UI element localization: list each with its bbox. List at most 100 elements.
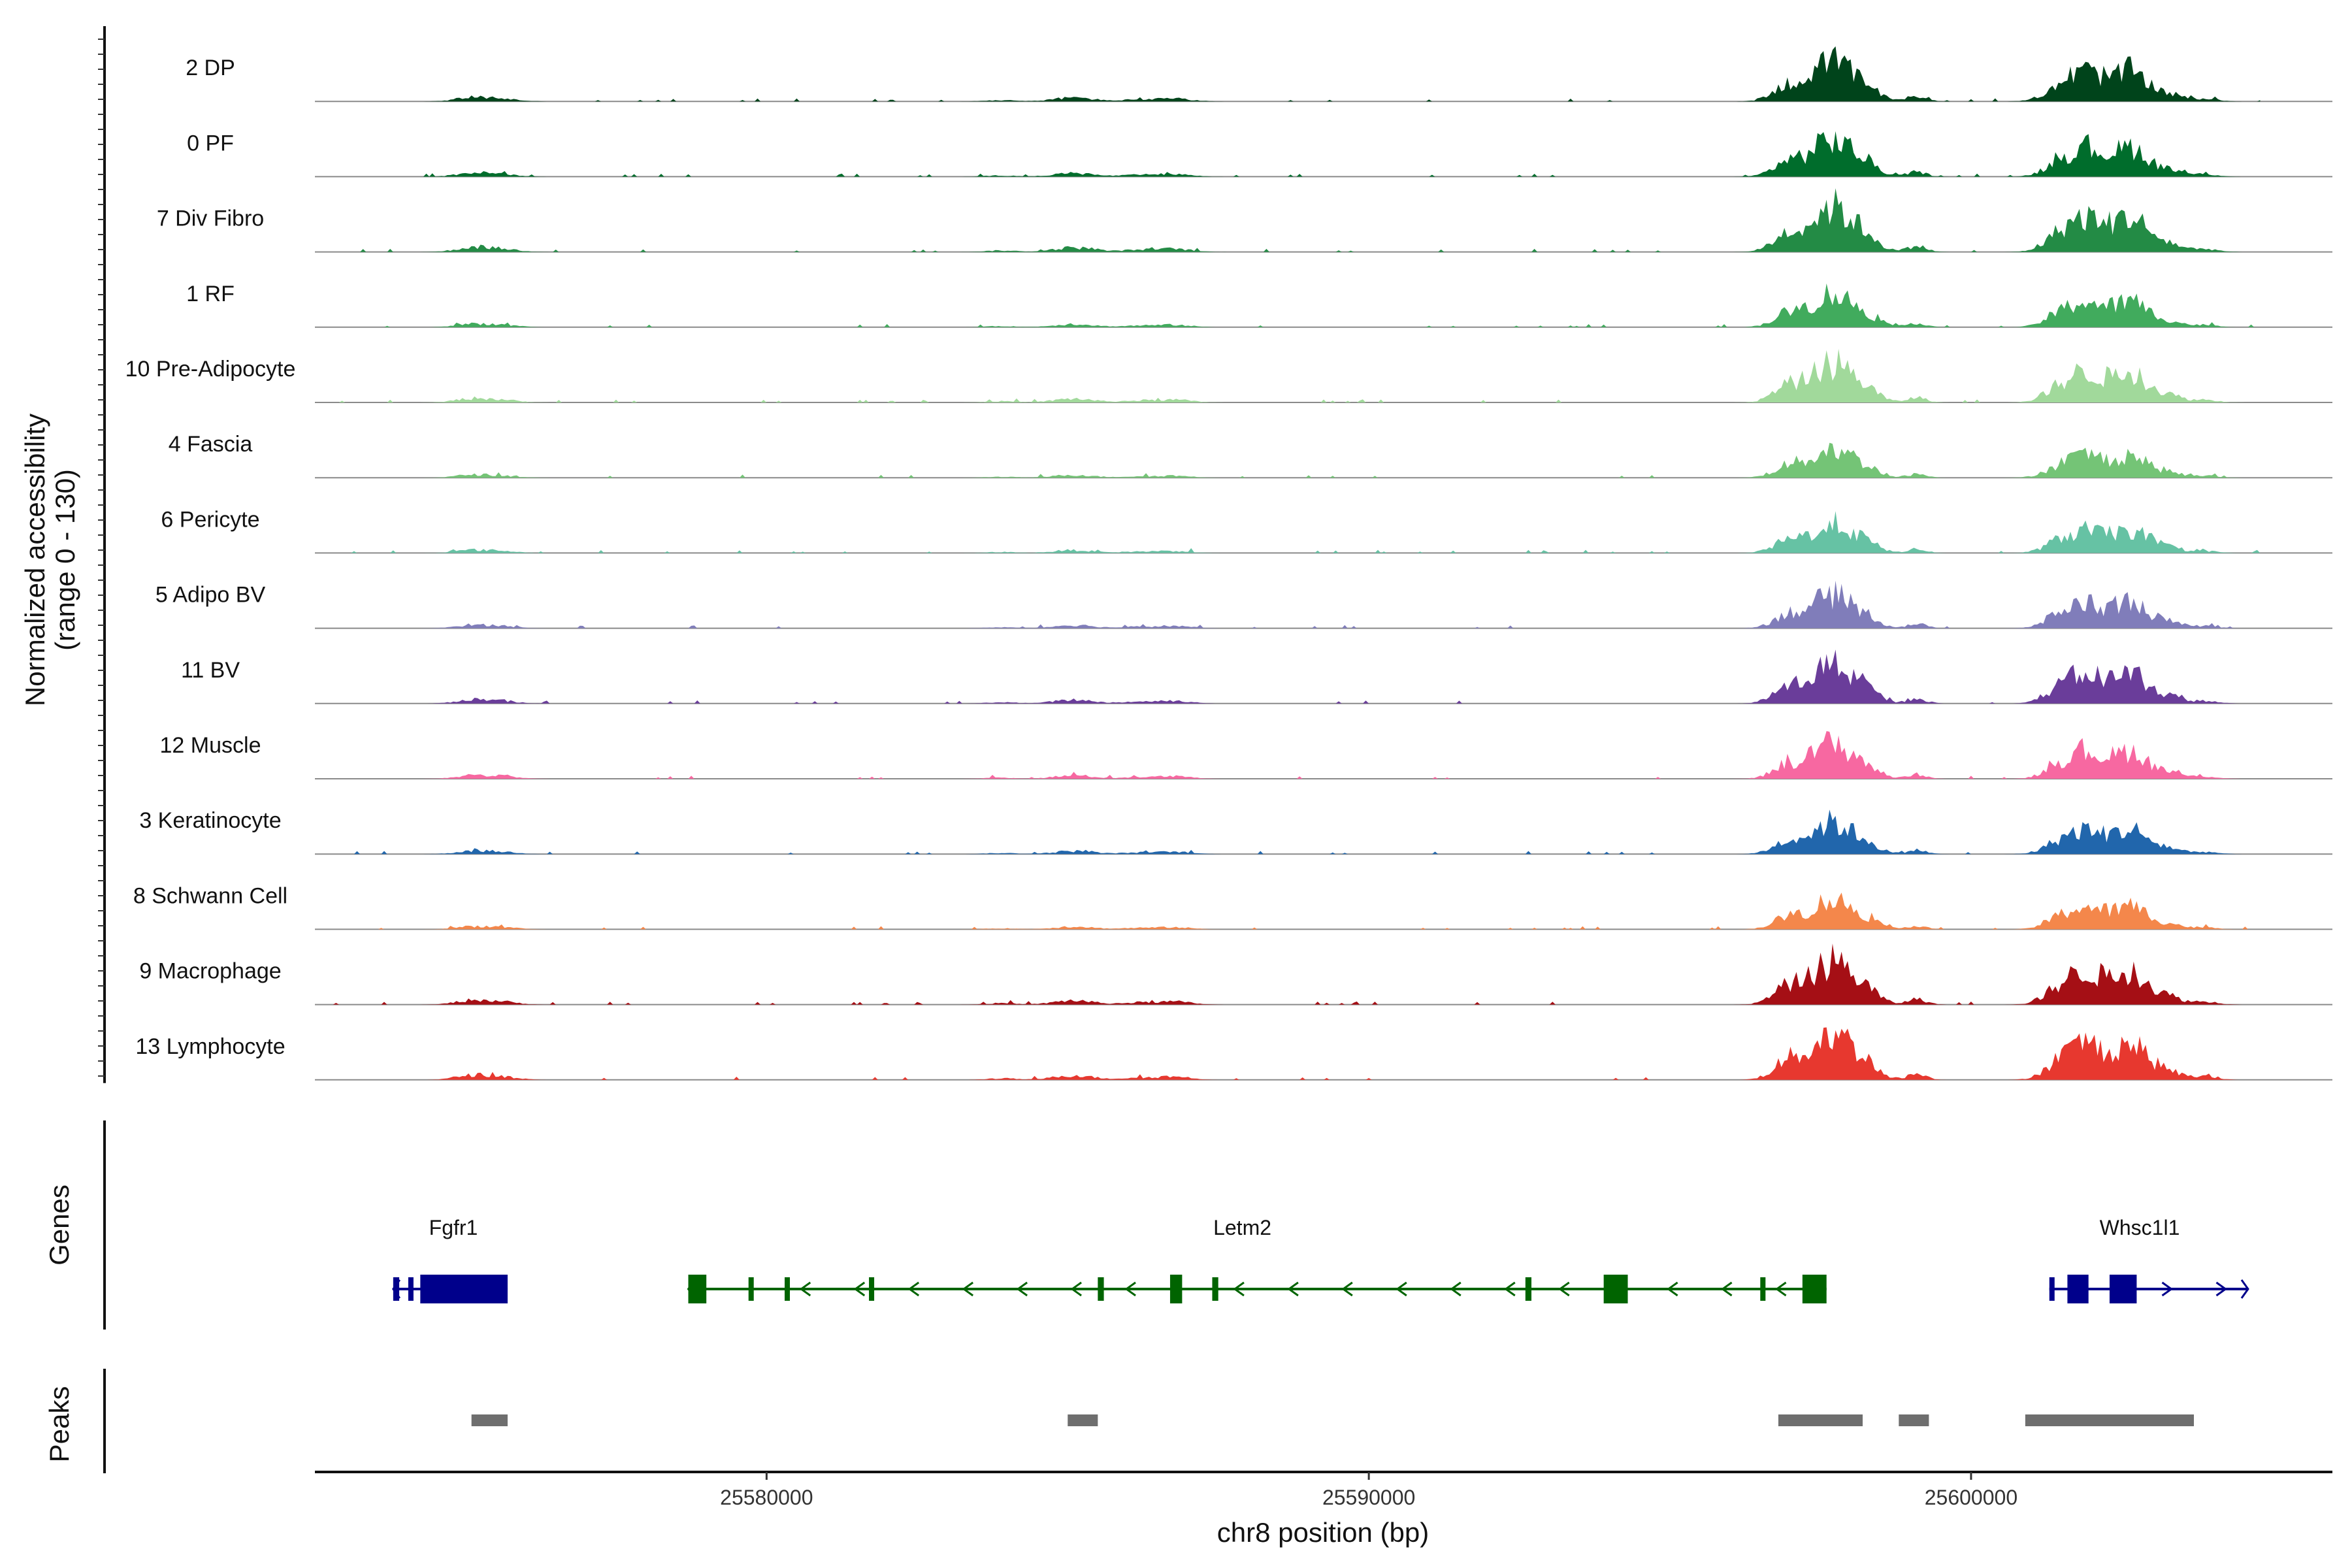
strand-arrow-icon xyxy=(1341,1281,1353,1297)
track-label: 12 Muscle xyxy=(160,733,261,758)
strand-arrow-icon xyxy=(853,1281,866,1297)
gene-exon xyxy=(1802,1275,1827,1303)
gene-exon xyxy=(1760,1277,1766,1301)
coverage-track: 11 BV xyxy=(181,649,2332,704)
gene-model: Fgfr1 xyxy=(391,1216,508,1303)
x-tick-label: 25600000 xyxy=(1925,1486,2017,1509)
peaks-panel-title: Peaks xyxy=(44,1386,74,1463)
gene-model: Whsc1l1 xyxy=(2049,1216,2249,1303)
coverage-track: 12 Muscle xyxy=(160,731,2332,779)
gene-exon xyxy=(869,1277,875,1301)
gene-exon xyxy=(2049,1277,2055,1301)
track-label: 5 Adipo BV xyxy=(155,583,266,608)
y-axis-title-line2: (range 0 - 130) xyxy=(50,469,80,651)
coverage-area xyxy=(333,442,2261,478)
peak-region xyxy=(1068,1414,1098,1426)
track-label: 8 Schwann Cell xyxy=(133,883,287,908)
strand-arrow-icon xyxy=(1124,1281,1136,1297)
strand-arrow-icon xyxy=(1558,1281,1570,1297)
peak-region xyxy=(1778,1414,1863,1426)
gene-exon xyxy=(688,1275,707,1303)
track-label: 4 Fascia xyxy=(169,432,253,457)
coverage-area xyxy=(333,809,2261,855)
track-label: 2 DP xyxy=(186,56,235,80)
coverage-area xyxy=(333,1027,2261,1080)
track-label: 11 BV xyxy=(181,658,240,683)
gene-exon xyxy=(1525,1277,1532,1301)
track-label: 1 RF xyxy=(186,282,235,306)
x-axis-title: chr8 position (bp) xyxy=(1217,1517,1429,1548)
track-label: 0 PF xyxy=(187,131,234,155)
coverage-y-axis xyxy=(98,26,106,1083)
coverage-track: 0 PF xyxy=(187,131,2332,178)
strand-arrow-icon xyxy=(2161,1281,2174,1297)
track-label: 13 Lymphocyte xyxy=(135,1034,285,1059)
strand-arrow-icon xyxy=(1667,1281,1678,1297)
gene-exon xyxy=(784,1277,790,1301)
coverage-track: 7 Div Fibro xyxy=(157,188,2332,253)
gene-exon xyxy=(2109,1275,2137,1303)
y-axis-title-line1: Normalized accessibility xyxy=(20,414,50,706)
coverage-track: 4 Fascia xyxy=(169,432,2332,479)
strand-arrow-icon xyxy=(799,1281,811,1297)
track-label: 10 Pre-Adipocyte xyxy=(125,357,296,382)
strand-arrow-icon xyxy=(1721,1281,1733,1297)
peak-region xyxy=(1899,1414,1929,1426)
peaks-panel xyxy=(103,1369,2194,1473)
gene-label: Letm2 xyxy=(1213,1216,1271,1239)
gene-exon xyxy=(1212,1277,1218,1301)
coverage-tracks: 2 DP 0 PF 7 Div Fibro 1 RF 10 Pre-Adipocyte 4… xyxy=(125,46,2332,1081)
gene-exon xyxy=(420,1275,508,1303)
peak-region xyxy=(2025,1414,2194,1426)
gene-exon xyxy=(1603,1275,1628,1303)
coverage-track: 9 Macrophage xyxy=(139,943,2332,1005)
gene-exon xyxy=(393,1277,400,1301)
coverage-area xyxy=(333,283,2261,327)
coverage-area xyxy=(333,649,2261,704)
track-label: 9 Macrophage xyxy=(139,959,281,984)
gene-exon xyxy=(408,1277,414,1301)
strand-arrow-icon xyxy=(2215,1281,2228,1297)
coverage-track: 2 DP xyxy=(186,46,2332,103)
coverage-area xyxy=(333,943,2261,1005)
gene-exon xyxy=(1169,1275,1183,1303)
coverage-track: 8 Schwann Cell xyxy=(133,883,2332,930)
gene-model: Letm2 xyxy=(687,1216,1827,1303)
coverage-area xyxy=(333,188,2261,252)
coverage-area xyxy=(333,349,2261,402)
strand-arrow-icon xyxy=(1287,1281,1299,1297)
genes-panel-title: Genes xyxy=(44,1184,74,1266)
gene-label: Fgfr1 xyxy=(429,1216,478,1239)
strand-end-arrow-icon xyxy=(2240,1279,2249,1299)
strand-arrow-icon xyxy=(1233,1281,1245,1297)
track-label: 3 Keratinocyte xyxy=(139,808,281,833)
coverage-track: 1 RF xyxy=(186,282,2332,328)
coverage-track: 6 Pericyte xyxy=(161,507,2332,554)
x-axis: 25580000 25590000 25600000 xyxy=(315,1471,2332,1509)
x-tick-label: 25590000 xyxy=(1322,1486,1415,1509)
gene-label: Whsc1l1 xyxy=(2100,1216,2180,1239)
track-label: 7 Div Fibro xyxy=(157,206,264,231)
coverage-track: 10 Pre-Adipocyte xyxy=(125,349,2332,403)
coverage-track: 3 Keratinocyte xyxy=(139,808,2332,855)
strand-arrow-icon xyxy=(1450,1281,1462,1297)
coverage-track: 5 Adipo BV xyxy=(155,580,2332,629)
coverage-area xyxy=(333,131,2261,177)
strand-arrow-icon xyxy=(1504,1281,1516,1297)
coverage-track: 13 Lymphocyte xyxy=(135,1027,2332,1081)
x-tick-label: 25580000 xyxy=(720,1486,813,1509)
coverage-area xyxy=(333,580,2261,629)
strand-arrow-icon xyxy=(1774,1281,1787,1297)
coverage-area xyxy=(333,46,2261,102)
coverage-area xyxy=(333,892,2261,930)
peak-region xyxy=(471,1414,508,1426)
strand-arrow-icon xyxy=(1396,1281,1407,1297)
strand-arrow-icon xyxy=(907,1281,920,1297)
track-label: 6 Pericyte xyxy=(161,507,259,532)
coverage-area xyxy=(333,511,2261,553)
strand-arrow-icon xyxy=(1016,1281,1028,1297)
strand-arrow-icon xyxy=(962,1281,974,1297)
coverage-area xyxy=(333,731,2261,779)
genes-panel: Fgfr1 Letm2 Whsc1l1 xyxy=(103,1120,2249,1330)
